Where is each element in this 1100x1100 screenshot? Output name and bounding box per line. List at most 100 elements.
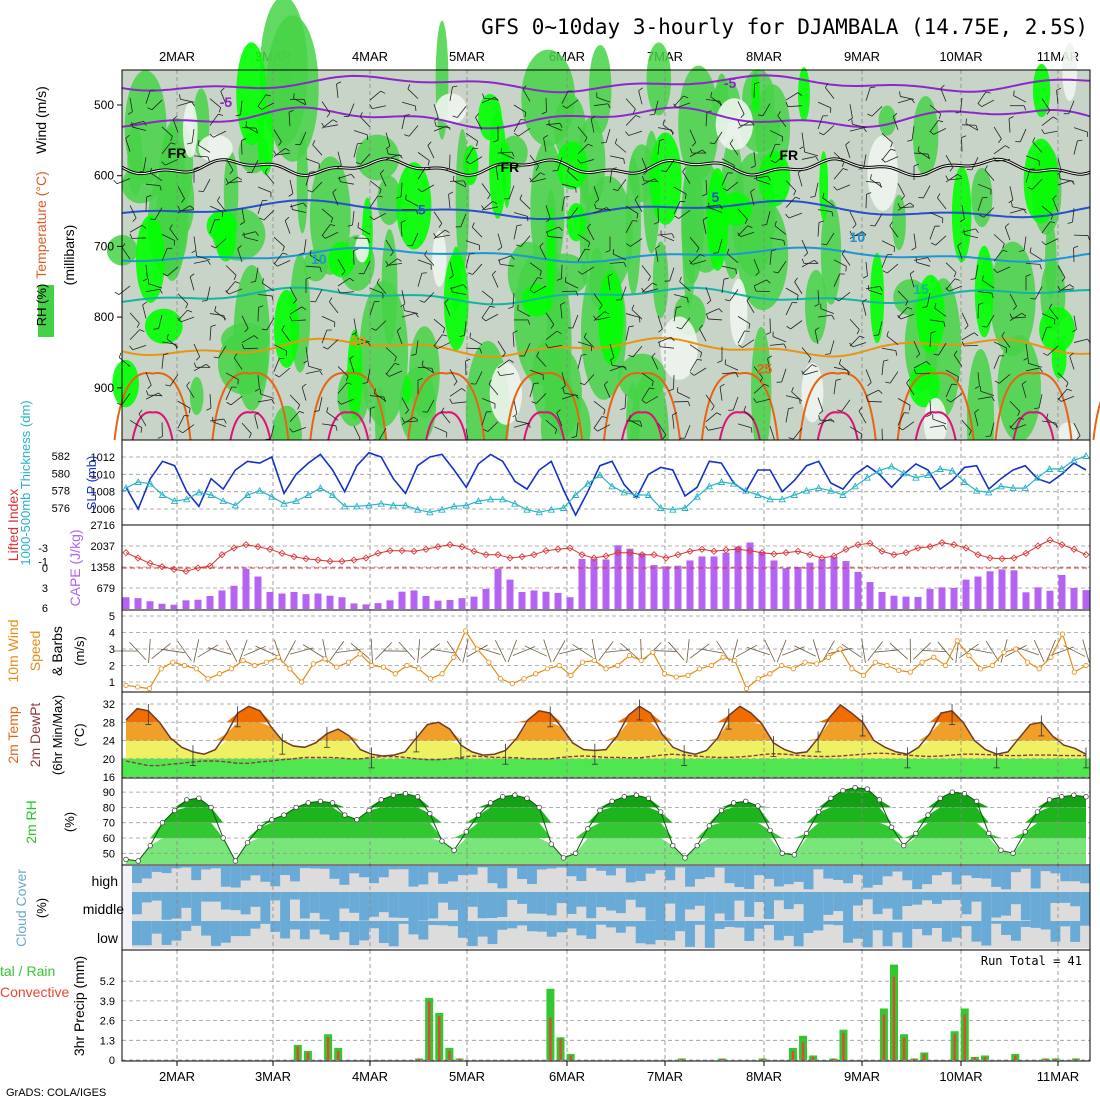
wind-barb bbox=[282, 246, 285, 252]
thickness-point bbox=[231, 501, 240, 509]
wind-barb bbox=[459, 334, 465, 337]
wind-barb bbox=[849, 426, 863, 435]
wind-barb bbox=[786, 325, 791, 330]
wind-barb bbox=[1050, 221, 1056, 224]
wind-barb bbox=[673, 103, 678, 108]
wind-barb bbox=[129, 205, 137, 219]
wind-barb bbox=[706, 110, 712, 113]
wind-barb bbox=[660, 235, 675, 242]
precip-tick-label: 0 bbox=[109, 1055, 115, 1067]
cloud-cell bbox=[181, 866, 192, 868]
cloud-cell bbox=[813, 866, 824, 870]
cloud-cell bbox=[250, 921, 261, 948]
cloud-cell bbox=[536, 866, 548, 892]
wind-speed-point bbox=[357, 651, 363, 657]
thickness-point bbox=[717, 478, 726, 485]
lifted-index-point bbox=[1070, 545, 1078, 553]
wind-barb bbox=[543, 134, 549, 139]
wind-barb bbox=[380, 169, 385, 174]
wind-barb bbox=[1073, 140, 1078, 155]
rh-area bbox=[328, 241, 355, 278]
wind-speed-point bbox=[369, 662, 375, 669]
cloud-cell bbox=[378, 892, 390, 913]
cloud-cell bbox=[132, 866, 143, 884]
wind-barb bbox=[305, 276, 311, 280]
wind-barb bbox=[699, 324, 703, 330]
wind-barb bbox=[750, 165, 756, 169]
cloud-cell bbox=[398, 866, 410, 870]
wind-barb bbox=[770, 160, 776, 164]
cloud-cell bbox=[388, 892, 400, 918]
wind-speed-point bbox=[942, 662, 949, 669]
cape-bar bbox=[770, 560, 778, 609]
rh-point bbox=[329, 800, 336, 806]
wind-barb bbox=[1044, 130, 1059, 134]
wind-barb bbox=[407, 88, 419, 99]
cloud-cell bbox=[329, 892, 340, 921]
cloud-cell bbox=[872, 921, 884, 948]
wind-barb bbox=[337, 258, 346, 272]
rh-point bbox=[779, 850, 785, 856]
wind-barb bbox=[282, 252, 288, 255]
rh-area bbox=[1062, 42, 1078, 102]
date-label-bottom: 6MAR bbox=[549, 1069, 585, 1084]
isotherm-label: FR bbox=[500, 159, 519, 175]
cloud-cell bbox=[606, 866, 617, 892]
wind-barb bbox=[945, 369, 959, 378]
wind-barb bbox=[465, 358, 471, 362]
surface-wind-barb bbox=[867, 641, 883, 661]
cape-bar bbox=[458, 598, 466, 609]
wind-barb bbox=[433, 334, 443, 347]
wind-barb bbox=[465, 240, 480, 246]
precip-conv-bar bbox=[923, 1053, 926, 1060]
surface-wind-barb bbox=[148, 639, 151, 663]
wind-barb bbox=[262, 282, 275, 292]
wind-barb bbox=[189, 276, 195, 291]
cloud-cell bbox=[793, 866, 805, 882]
wind-barb bbox=[299, 131, 307, 145]
cloud-cell bbox=[467, 866, 479, 875]
wind-barb bbox=[177, 205, 181, 211]
rh-point bbox=[670, 842, 676, 849]
date-label-top: 10MAR bbox=[939, 49, 982, 64]
rh-point bbox=[828, 795, 834, 801]
wind-barb bbox=[1004, 223, 1010, 228]
wind-barb bbox=[346, 382, 352, 385]
lifted-index-point bbox=[650, 551, 658, 559]
wind-barb bbox=[442, 328, 446, 334]
wind-barb bbox=[895, 350, 898, 356]
cloud-cell bbox=[882, 921, 893, 947]
cloud-cell bbox=[497, 921, 508, 930]
wind-barb bbox=[878, 321, 883, 336]
wind-barb bbox=[671, 233, 675, 239]
cloud-cell bbox=[181, 866, 192, 892]
thickness-point bbox=[158, 491, 167, 498]
wind-barb bbox=[121, 243, 126, 248]
cloud-cell bbox=[141, 866, 153, 892]
cloud-cell bbox=[448, 866, 459, 882]
cloud-cell bbox=[339, 921, 350, 933]
wind-barb bbox=[150, 167, 152, 173]
cloud-cell bbox=[862, 921, 874, 948]
rh-area bbox=[598, 270, 624, 365]
wind-barb bbox=[662, 119, 665, 125]
cloud-cell bbox=[240, 921, 252, 937]
wind-barb bbox=[929, 212, 943, 219]
thickness-point bbox=[547, 505, 556, 513]
wind-barb bbox=[818, 220, 824, 223]
wind-barb bbox=[1041, 129, 1045, 134]
wind-barb bbox=[417, 188, 423, 193]
wind-barb bbox=[206, 407, 212, 411]
cape-bar bbox=[818, 559, 826, 609]
wind-barb bbox=[836, 409, 842, 412]
wind-barb bbox=[961, 135, 967, 139]
rh-area bbox=[974, 245, 994, 338]
wind-barb bbox=[859, 335, 865, 339]
wind-barb bbox=[513, 400, 518, 415]
wind-barb bbox=[561, 385, 566, 390]
wind-barb bbox=[363, 261, 371, 275]
wind-barb bbox=[897, 315, 902, 320]
wind-barb bbox=[1023, 105, 1027, 111]
wind-barb bbox=[948, 285, 963, 292]
wind10m-unit-label: (m/s) bbox=[72, 636, 87, 666]
